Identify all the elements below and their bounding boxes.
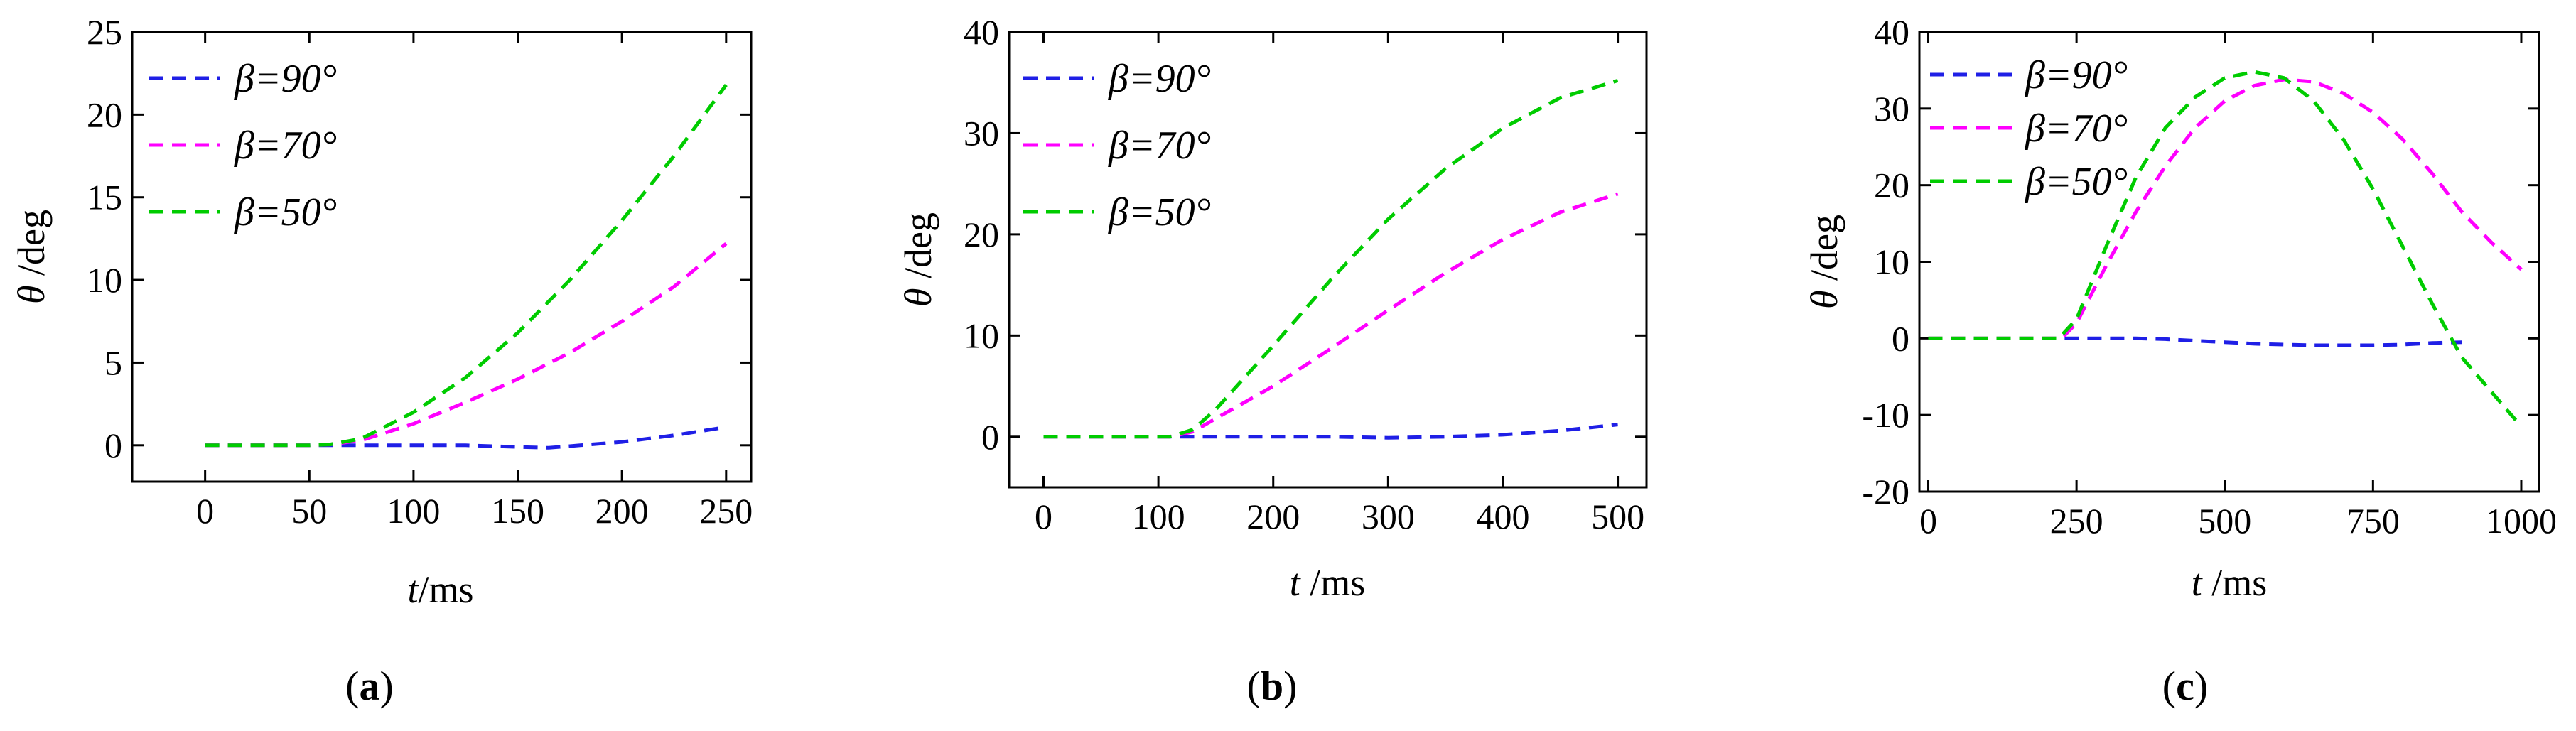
y-tick-label: 0 [104,426,122,465]
x-tick-label: 400 [1476,497,1529,536]
legend-label: β=50° [2025,160,2128,204]
legend-label: β=70° [1108,124,1211,168]
y-tick-label: 30 [1874,89,1909,129]
y-axis-title: θ /deg [897,212,939,307]
y-tick-label: 5 [104,342,122,382]
legend-label: β=90° [2025,53,2128,97]
y-axis-title: θ /deg [10,210,53,304]
series-line [1043,79,1619,439]
y-tick-label: -10 [1862,395,1909,435]
y-tick-label: 10 [1874,242,1909,282]
plot-frame [1008,31,1648,489]
x-tick-label: 200 [1246,497,1300,536]
y-tick-label: 15 [87,178,122,217]
panel-label: (a) [345,663,394,709]
series-line [2064,336,2462,347]
x-tick-label: 1000 [2486,501,2557,541]
x-tick-label: 500 [1591,497,1644,536]
plot-frame [1918,31,2540,493]
x-axis-title: t/ms [407,568,473,611]
panel-label: (b) [1247,663,1298,709]
y-tick-label: 40 [1874,12,1909,52]
x-tick-label: 150 [491,491,544,531]
panel-b: 0 100 200 300 400 500 0 10 20 30 40 β=90° β=70° β=50°… [897,12,1648,709]
x-tick-label: 100 [387,491,440,531]
series-line [205,425,727,450]
y-tick-label: 20 [1874,166,1909,205]
x-tick-label: 0 [1919,501,1937,541]
y-tick-label: 0 [981,417,999,457]
x-tick-label: 500 [2198,501,2251,541]
x-tick-label: 200 [596,491,649,531]
y-tick-label: 30 [964,113,999,153]
plot-frame [131,31,753,483]
panel-label: (c) [2162,663,2208,709]
y-axis-title: θ /deg [1803,215,1845,309]
y-tick-label: 25 [87,12,122,52]
series-line [1928,70,2523,428]
legend-label: β=50° [1108,190,1211,234]
series-line [205,84,728,448]
y-tick-label: 10 [964,315,999,355]
y-tick-label: 40 [964,12,999,52]
series-line [205,242,728,448]
legend-label: β=90° [234,57,337,101]
x-tick-label: 250 [699,491,753,531]
x-axis-title: t /ms [2192,561,2268,604]
x-axis-title: t /ms [1290,561,1366,604]
legend-label: β=70° [2025,107,2128,151]
panel-a: 0 50 100 150 200 250 0 5 10 15 20 25 β=90° β=70° β=50°… [10,12,753,709]
x-tick-label: 750 [2346,501,2400,541]
x-tick-label: 0 [196,491,214,531]
legend-label: β=70° [234,124,337,168]
panel-c: 0 250 500 750 1000 -20 -10 0 10 20 30 40 β=90° β=70° β… [1803,12,2557,709]
series-line [1043,423,1618,440]
x-tick-label: 100 [1132,497,1185,536]
y-tick-label: 20 [87,94,122,134]
y-tick-label: -20 [1862,472,1909,511]
y-tick-label: 0 [1892,318,1909,358]
x-tick-label: 0 [1035,497,1052,536]
x-tick-label: 50 [291,491,327,531]
x-tick-label: 300 [1362,497,1415,536]
y-tick-label: 10 [87,260,122,300]
series-line [1928,77,2523,340]
x-tick-label: 250 [2050,501,2103,541]
y-tick-label: 20 [964,215,999,254]
legend-label: β=50° [234,190,337,234]
legend-label: β=90° [1108,57,1211,101]
